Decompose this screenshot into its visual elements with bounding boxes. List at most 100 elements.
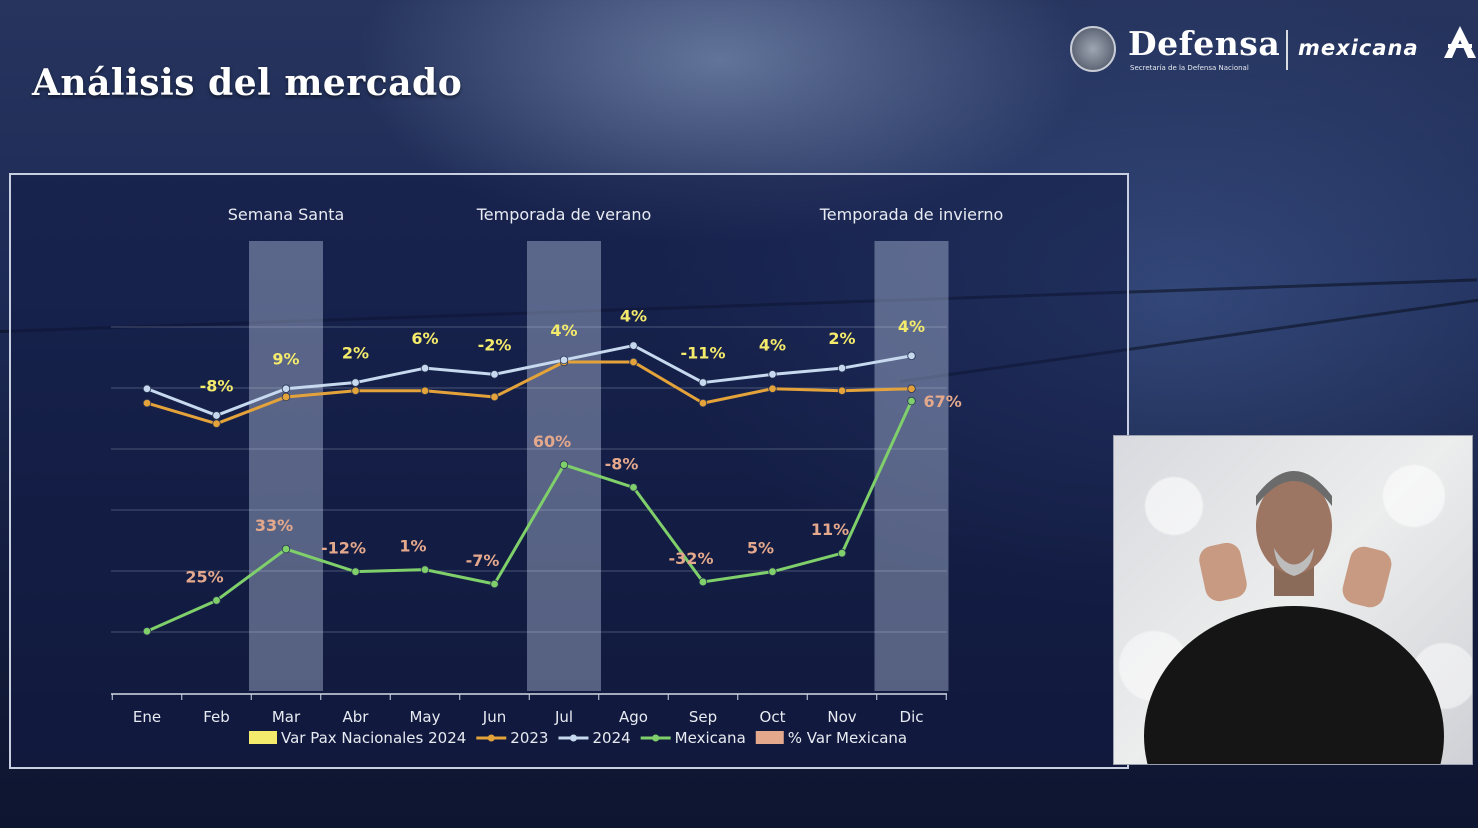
data-point-2024 [559,355,569,365]
legend-swatch [249,731,277,744]
legend-label: Var Pax Nacionales 2024 [281,729,466,747]
var-pax-label: -11% [681,344,726,363]
highlight-label: Temporada de invierno [819,205,1004,224]
x-tick-label: Dic [900,708,924,726]
data-point-mexicana [837,548,847,558]
data-point-mexicana [351,567,360,576]
data-point-2023 [281,392,291,402]
x-tick-label: Sep [689,708,717,726]
var-pax-label: 6% [411,329,438,348]
x-tick-label: Nov [827,708,856,726]
legend-label: % Var Mexicana [788,729,907,747]
data-point-2024 [837,363,847,373]
data-point-mexicana [698,577,708,587]
data-point-2024 [212,411,221,420]
highlight-band [249,241,323,691]
legend-swatch-marker [569,734,577,742]
data-point-mexicana [212,596,221,605]
data-point-2024 [907,351,916,361]
data-point-2023 [698,398,708,408]
pct-var-mexicana-label: 1% [399,537,426,556]
data-point-2023 [907,384,916,393]
data-point-mexicana [907,396,916,406]
pct-var-mexicana-label: -8% [605,454,639,473]
defensa-subtitle: Secretaría de la Defensa Nacional [1130,64,1249,72]
data-point-2023 [837,386,847,395]
highlight-label: Temporada de verano [476,205,652,224]
pct-var-mexicana-label: 25% [185,567,223,586]
data-point-mexicana [281,544,291,554]
national-seal-icon [1070,26,1116,72]
slide-title: Análisis del mercado [32,62,463,104]
legend-label: Mexicana [675,729,746,747]
data-point-2024 [351,378,360,387]
x-tick-label: Ene [133,708,161,726]
logo-divider [1286,30,1288,70]
data-point-2024 [142,384,152,393]
x-tick-label: Ago [619,708,648,726]
var-pax-label: 2% [342,344,369,363]
data-point-2024 [629,341,638,350]
mexicana-logo-text: mexicana [1298,36,1419,60]
legend-label: 2023 [510,729,548,747]
x-tick-label: Abr [343,708,370,726]
data-point-mexicana [490,579,499,589]
data-point-mexicana [420,565,430,574]
pct-var-mexicana-label: 33% [255,516,293,535]
highlight-label: Semana Santa [228,205,345,224]
pct-var-mexicana-label: 60% [533,432,571,451]
data-point-mexicana [142,627,152,636]
legend-swatch-marker [652,734,660,742]
x-tick-label: Mar [272,708,301,726]
var-pax-label: 4% [550,321,577,340]
data-point-mexicana [629,483,638,492]
data-point-2024 [768,370,777,379]
legend-label: 2024 [592,729,630,747]
sign-language-interpreter-video [1113,435,1473,765]
data-point-2024 [490,370,499,379]
x-tick-label: Jun [482,708,506,726]
legend-swatch-marker [487,734,495,742]
pct-var-mexicana-label: -32% [669,549,714,568]
data-point-2023 [629,357,638,367]
var-pax-label: -8% [200,376,234,395]
chart-panel: Semana Santa Temporada de verano Temporada… [9,173,1129,769]
pct-var-mexicana-label: 11% [811,520,849,539]
pct-var-mexicana-label: -12% [321,539,366,558]
series-line-2024 [146,344,912,417]
legend-swatch [755,731,784,744]
mexicana-mark-icon [1444,26,1476,58]
data-point-mexicana [768,567,777,576]
series-line-mexicana [146,400,913,633]
logo-area: Defensa Secretaría de la Defensa Naciona… [1068,22,1478,82]
x-tick-label: May [409,708,440,726]
data-point-2023 [490,392,499,402]
data-point-2023 [768,384,777,393]
var-pax-label: 2% [828,329,855,348]
data-point-2024 [281,384,291,393]
pct-var-mexicana-label: 5% [747,539,774,558]
data-point-2023 [212,419,221,428]
var-pax-label: 9% [272,350,299,369]
data-point-mexicana [559,460,569,469]
pct-var-mexicana-label: -7% [466,551,500,570]
defensa-logo-text: Defensa [1128,24,1281,63]
var-pax-label: 4% [620,307,647,326]
series-line-2023 [146,360,912,426]
data-point-2023 [142,398,152,408]
data-point-2023 [351,386,360,395]
x-tick-label: Oct [760,708,786,726]
var-pax-label: 4% [759,335,786,354]
x-tick-label: Feb [203,708,230,726]
interpreter-figure [1144,471,1444,764]
data-point-2024 [420,363,430,373]
var-pax-label: 4% [898,317,925,336]
data-point-2024 [698,378,708,387]
data-point-2023 [420,386,430,395]
x-tick-label: Jul [554,708,573,726]
pct-var-mexicana-label: 67% [924,392,962,411]
var-pax-label: -2% [478,335,512,354]
highlight-band [874,241,949,691]
market-analysis-chart: Semana Santa Temporada de verano Temporada… [111,205,1004,747]
